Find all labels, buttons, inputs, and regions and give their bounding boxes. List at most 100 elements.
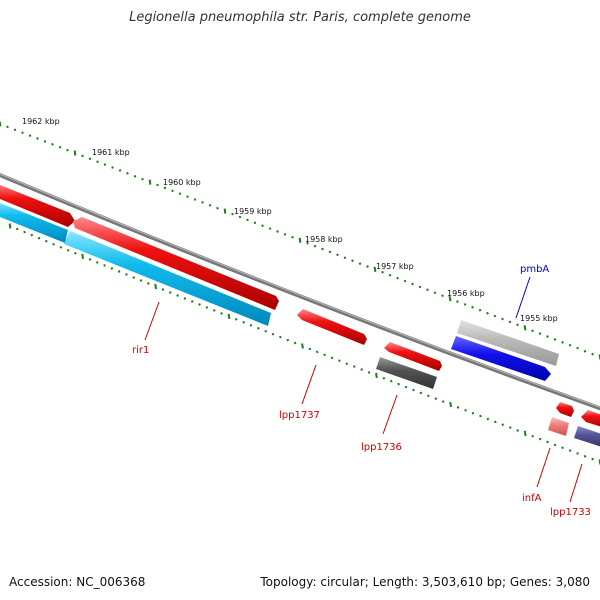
outer-minor-tick: [343, 256, 347, 260]
inner-minor-tick: [88, 258, 92, 261]
inner-minor-tick: [220, 312, 223, 315]
outer-minor-tick: [328, 250, 332, 254]
kbp-label-1962: 1962 kbp: [22, 117, 60, 126]
inner-minor-tick: [74, 251, 77, 255]
inner-minor-tick: [591, 457, 594, 461]
inner-major-tick: [375, 372, 378, 379]
outer-tick-row: [0, 121, 600, 360]
outer-minor-tick: [36, 137, 39, 140]
outer-major-tick: [223, 208, 227, 214]
inner-minor-tick: [190, 300, 194, 303]
inner-minor-tick: [479, 414, 482, 418]
inner-minor-tick: [315, 350, 319, 354]
inner-minor-tick: [110, 267, 114, 270]
outer-minor-tick: [238, 215, 242, 219]
inner-minor-tick: [234, 317, 238, 321]
gene-arrow-lpp1736[interactable]: [384, 342, 442, 371]
outer-minor-tick: [456, 300, 459, 303]
inner-minor-tick: [264, 329, 267, 333]
gene-arrow-cyan-1[interactable]: [0, 201, 68, 243]
outer-minor-tick: [253, 221, 257, 225]
outer-minor-tick: [103, 163, 107, 166]
outer-major-tick: [448, 295, 452, 302]
gene-arrow-blue[interactable]: [451, 336, 551, 381]
genome-backbone: [0, 172, 600, 411]
gene-arrow-purple[interactable]: [574, 426, 600, 448]
leader-rir1: [144, 301, 160, 341]
gene-arrow-red-1[interactable]: [0, 183, 75, 227]
inner-minor-tick: [95, 261, 99, 264]
inner-minor-tick: [30, 233, 34, 237]
outer-minor-tick: [28, 134, 32, 137]
leader-lpp1737: [301, 364, 317, 405]
gene-arrow-lpp1733[interactable]: [581, 410, 600, 428]
inner-minor-tick: [147, 282, 150, 285]
outer-minor-tick: [111, 166, 114, 169]
outer-minor-tick: [178, 192, 182, 195]
outer-minor-tick: [193, 198, 197, 201]
gene-arrow-pmbA[interactable]: [457, 320, 559, 366]
outer-minor-tick: [208, 204, 212, 207]
gene-arrow-rir1[interactable]: [73, 217, 279, 310]
gene-arrow-infA-red[interactable]: [556, 402, 574, 417]
inner-minor-tick: [103, 264, 106, 267]
outer-minor-tick: [171, 189, 174, 193]
gene-arrow-cyan-2[interactable]: [64, 231, 271, 326]
gene-label-lpp1737: lpp1737: [279, 410, 320, 421]
inner-minor-tick: [367, 371, 371, 374]
outer-minor-tick: [216, 206, 219, 210]
inner-minor-tick: [546, 440, 549, 444]
inner-minor-tick: [516, 429, 519, 432]
outer-major-tick: [148, 179, 152, 185]
inner-minor-tick: [125, 273, 128, 276]
inner-minor-tick: [345, 362, 349, 366]
gene-label-lpp1733: lpp1733: [550, 507, 591, 518]
outer-major-tick: [523, 325, 527, 331]
outer-minor-tick: [133, 175, 137, 178]
outer-minor-tick: [508, 320, 512, 324]
outer-minor-tick: [231, 212, 234, 216]
outer-minor-tick: [358, 262, 362, 265]
inner-minor-tick: [464, 408, 467, 412]
outer-major-tick: [373, 266, 377, 273]
inner-minor-tick: [338, 359, 341, 363]
outer-minor-tick: [561, 341, 564, 344]
inner-minor-tick: [183, 297, 187, 300]
inner-minor-tick: [501, 423, 505, 427]
kbp-label-1959: 1959 kbp: [234, 207, 272, 216]
inner-major-tick: [154, 283, 157, 290]
map-title: Legionella pneumophila str. Paris, compl…: [129, 10, 471, 25]
inner-minor-tick: [168, 291, 172, 294]
outer-minor-tick: [568, 343, 572, 347]
inner-minor-tick: [66, 248, 70, 252]
outer-minor-tick: [591, 352, 594, 356]
kbp-label-1956: 1956 kbp: [447, 289, 485, 298]
gene-arrow-lpp1737[interactable]: [297, 309, 367, 345]
inner-major-tick: [301, 343, 304, 349]
outer-minor-tick: [433, 291, 437, 295]
outer-minor-tick: [493, 314, 497, 318]
outer-minor-tick: [351, 259, 354, 262]
inner-minor-tick: [176, 294, 179, 297]
outer-minor-tick: [186, 195, 189, 198]
outer-minor-tick: [13, 128, 17, 132]
gene-arrow-lpp1736-dark[interactable]: [376, 357, 437, 389]
outer-minor-tick: [58, 145, 62, 149]
outer-minor-tick: [546, 335, 549, 338]
inner-minor-tick: [538, 437, 542, 441]
inner-minor-tick: [382, 376, 386, 380]
kbp-label-1957: 1957 kbp: [376, 262, 414, 271]
outer-minor-tick: [501, 317, 504, 321]
outer-minor-tick: [531, 329, 534, 333]
outer-minor-tick: [576, 346, 579, 350]
gene-arrow-infA-pink[interactable]: [548, 417, 569, 436]
outer-minor-tick: [426, 288, 429, 292]
outer-minor-tick: [411, 282, 414, 286]
inner-minor-tick: [486, 417, 490, 421]
outer-major-tick: [73, 150, 77, 156]
outer-minor-tick: [306, 241, 309, 245]
outer-minor-tick: [336, 253, 339, 257]
inner-minor-tick: [419, 391, 423, 395]
leader-lpp1736: [382, 394, 398, 435]
inner-minor-tick: [508, 426, 512, 429]
